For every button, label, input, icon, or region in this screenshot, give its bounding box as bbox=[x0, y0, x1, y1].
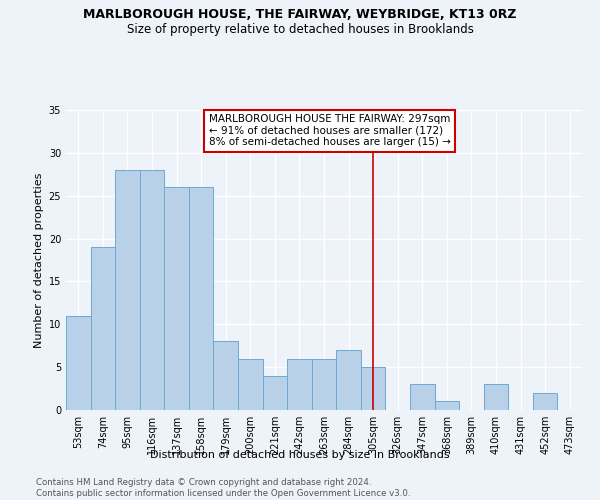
Text: MARLBOROUGH HOUSE, THE FAIRWAY, WEYBRIDGE, KT13 0RZ: MARLBOROUGH HOUSE, THE FAIRWAY, WEYBRIDG… bbox=[83, 8, 517, 20]
Bar bbox=[115, 170, 140, 410]
Text: Distribution of detached houses by size in Brooklands: Distribution of detached houses by size … bbox=[150, 450, 450, 460]
Text: Size of property relative to detached houses in Brooklands: Size of property relative to detached ho… bbox=[127, 22, 473, 36]
Y-axis label: Number of detached properties: Number of detached properties bbox=[34, 172, 44, 348]
Bar bbox=[263, 376, 287, 410]
Bar bbox=[287, 358, 312, 410]
Bar bbox=[484, 384, 508, 410]
Bar bbox=[91, 247, 115, 410]
Bar bbox=[164, 187, 189, 410]
Bar bbox=[312, 358, 336, 410]
Bar bbox=[238, 358, 263, 410]
Bar bbox=[410, 384, 434, 410]
Bar bbox=[214, 342, 238, 410]
Bar bbox=[336, 350, 361, 410]
Bar bbox=[434, 402, 459, 410]
Text: Contains HM Land Registry data © Crown copyright and database right 2024.
Contai: Contains HM Land Registry data © Crown c… bbox=[36, 478, 410, 498]
Bar bbox=[189, 187, 214, 410]
Bar bbox=[140, 170, 164, 410]
Bar bbox=[533, 393, 557, 410]
Text: MARLBOROUGH HOUSE THE FAIRWAY: 297sqm
← 91% of detached houses are smaller (172): MARLBOROUGH HOUSE THE FAIRWAY: 297sqm ← … bbox=[209, 114, 451, 148]
Bar bbox=[361, 367, 385, 410]
Bar bbox=[66, 316, 91, 410]
